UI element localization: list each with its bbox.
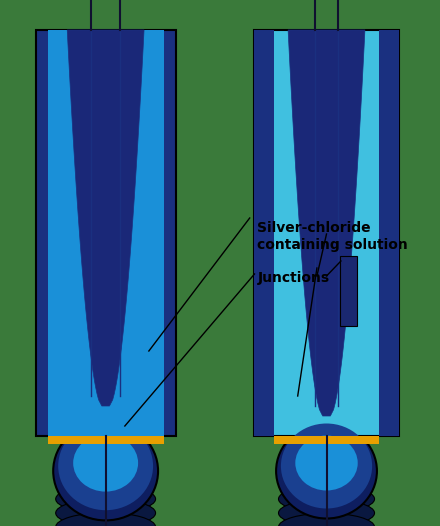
Bar: [274, 436, 379, 444]
Polygon shape: [67, 30, 144, 406]
Bar: [340, 256, 357, 326]
Ellipse shape: [295, 436, 358, 491]
Bar: [48, 30, 164, 436]
Text: Junctions: Junctions: [257, 271, 330, 285]
Bar: [254, 30, 399, 436]
Bar: [37, 30, 176, 436]
Ellipse shape: [56, 484, 156, 513]
Bar: [254, 30, 274, 436]
Ellipse shape: [276, 423, 377, 519]
Ellipse shape: [279, 513, 374, 526]
Text: Silver-chloride
containing solution: Silver-chloride containing solution: [257, 221, 408, 252]
Ellipse shape: [56, 499, 156, 526]
Polygon shape: [288, 30, 365, 416]
Ellipse shape: [56, 513, 156, 526]
Bar: [48, 436, 164, 444]
Ellipse shape: [58, 422, 153, 510]
Ellipse shape: [279, 499, 374, 526]
Ellipse shape: [279, 485, 374, 513]
Ellipse shape: [53, 422, 158, 520]
Bar: [379, 30, 399, 436]
Ellipse shape: [281, 423, 372, 509]
Ellipse shape: [73, 434, 138, 492]
